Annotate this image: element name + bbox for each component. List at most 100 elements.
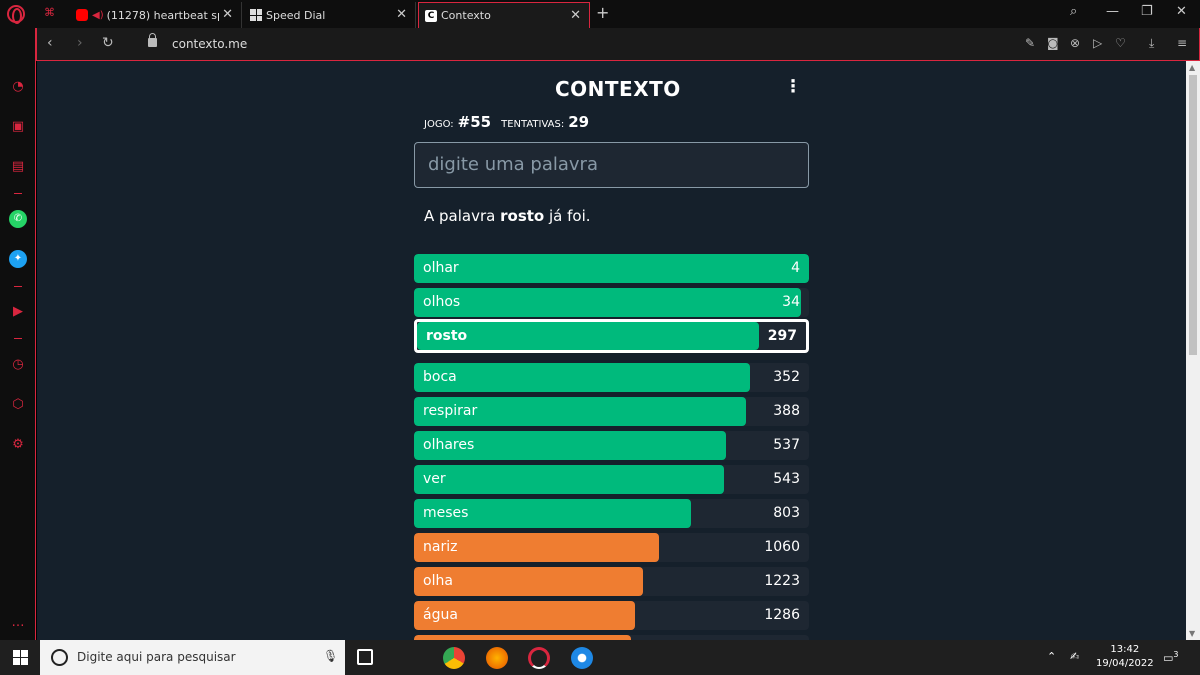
settings-icon[interactable]: ⚙ [12,437,24,452]
guess-word: água [423,607,458,623]
microphone-icon[interactable]: 🎙︎ [323,649,339,663]
guess-rank: 1286 [764,607,800,623]
guess-row: olhos 34 [414,288,809,317]
bag-icon[interactable]: ▣ [11,119,25,134]
camera-icon[interactable]: ◙ [1047,36,1059,50]
guess-bar [414,254,809,283]
opera-menu-icon[interactable] [7,5,25,24]
more-icon[interactable]: … [11,615,25,630]
search-tabs-icon[interactable]: ⌕ [1070,4,1078,19]
attempts-count: 29 [568,113,590,131]
lock-icon [148,33,157,47]
youtube-icon [76,9,88,21]
guess-rank: 352 [773,369,800,385]
guess-rank: 297 [767,328,797,344]
guess-bar [417,322,760,350]
guess-row: água 1286 [414,601,809,630]
minimize-icon[interactable]: — [1106,4,1119,19]
history-icon[interactable]: ◷ [12,357,24,372]
guess-rank: 1060 [764,539,800,555]
close-icon[interactable]: ✕ [396,7,407,22]
attempts-label: TENTATIVAS: [501,119,565,130]
guess-word: olhares [423,437,475,453]
speedometer-icon[interactable]: ◔ [12,79,24,94]
guess-word: boca [423,369,457,385]
game-info: JOGO: #55 TENTATIVAS: 29 [424,113,595,131]
tray-expand-icon[interactable]: ⌃ [1047,650,1057,663]
guess-rank: 803 [773,505,800,521]
guess-row: respirar 388 [414,397,809,426]
back-icon[interactable]: ‹ [47,35,53,51]
download-icon[interactable]: ⤓ [1149,36,1155,50]
tab-speed-dial[interactable]: Speed Dial ✕ [244,2,416,28]
tab-youtube[interactable]: ◀) (11278) heartbeat speed ✕ [70,2,242,28]
task-view-icon[interactable] [357,649,373,665]
url-field[interactable]: contexto.me [172,37,248,51]
guess-row: boca 352 [414,363,809,392]
send-icon[interactable]: ▷ [1093,36,1103,50]
guess-word: olhar [423,260,459,276]
guess-bar [414,601,636,630]
reload-icon[interactable]: ↻ [102,35,114,51]
whatsapp-icon[interactable]: ✆ [9,210,27,228]
clock[interactable]: 13:42 19/04/2022 [1096,644,1154,669]
guess-word: olhos [423,294,461,310]
guess-row: olhar 4 [414,254,809,283]
guess-word: respirar [423,403,478,419]
speaker-icon[interactable]: ◀) [92,9,104,21]
new-tab-icon[interactable]: + [596,3,610,22]
guess-row [414,635,809,640]
sidebar-divider [14,286,22,287]
game-number: #55 [457,113,492,131]
sidebar-divider [14,193,22,194]
contexto-favicon-icon: C [425,9,437,22]
guess-row: ver 543 [414,465,809,494]
forward-icon[interactable]: › [77,35,83,51]
guess-rank: 388 [773,403,800,419]
guess-bar [414,499,691,528]
heart-icon[interactable]: ♡ [1115,36,1126,50]
scroll-up-icon[interactable]: ▲ [1189,63,1196,72]
menu-dots-icon[interactable]: · · · [789,71,797,102]
easy-setup-icon[interactable]: ≡ [1177,36,1188,50]
close-icon[interactable]: ✕ [222,7,233,22]
windows-start-icon[interactable] [13,650,28,665]
scroll-down-icon[interactable]: ▼ [1189,629,1196,638]
page-content: CONTEXTO · · · JOGO: #55 TENTATIVAS: 29 di… [37,61,1186,640]
taskbar-search[interactable]: Digite aqui para pesquisar 🎙︎ [40,640,345,675]
guess-bar [414,397,746,426]
guess-row: nariz 1060 [414,533,809,562]
close-icon[interactable]: ✕ [570,8,581,23]
cube-icon[interactable]: ⬡ [12,397,24,412]
guess-bar [414,465,725,494]
tab-label: Contexto [441,9,491,22]
word-input[interactable]: digite uma palavra [414,142,809,188]
guess-rank: 543 [773,471,800,487]
edit-icon[interactable]: ✎ [1025,36,1036,50]
close-window-icon[interactable]: ✕ [1176,4,1187,19]
twitch-icon[interactable]: ▤ [11,159,25,174]
tab-contexto[interactable]: C Contexto ✕ [418,2,590,28]
firefox-icon[interactable] [486,647,508,669]
guess-row: olhares 537 [414,431,809,460]
adblock-icon[interactable]: ⊗ [1070,36,1081,50]
guess-word: meses [423,505,469,521]
scrollbar-thumb[interactable] [1189,75,1197,355]
gamepad-icon[interactable]: ⌘ [44,6,55,19]
notification-icon[interactable]: ▭3 [1163,650,1179,665]
restore-icon[interactable]: ❐ [1141,4,1153,19]
twitter-icon[interactable]: ✦ [9,250,27,268]
opera-taskbar-icon[interactable] [528,647,550,669]
page-scrollbar[interactable]: ▲ ▼ [1186,61,1200,640]
status-message: A palavra rosto já foi. [424,207,591,225]
chrome-icon[interactable] [443,647,465,669]
pen-icon[interactable]: ✍ [1070,650,1080,663]
guess-rank: 34 [782,294,800,310]
guess-row: rosto 297 [414,319,809,353]
taskbar-search-placeholder: Digite aqui para pesquisar [77,650,236,664]
app-icon[interactable] [571,647,593,669]
taskbar: Digite aqui para pesquisar 🎙︎ ⌃ ✍ 13:42 … [0,640,1200,675]
game-label: JOGO: [424,119,454,130]
player-icon[interactable]: ▶ [13,304,23,319]
guess-bar [414,533,659,562]
